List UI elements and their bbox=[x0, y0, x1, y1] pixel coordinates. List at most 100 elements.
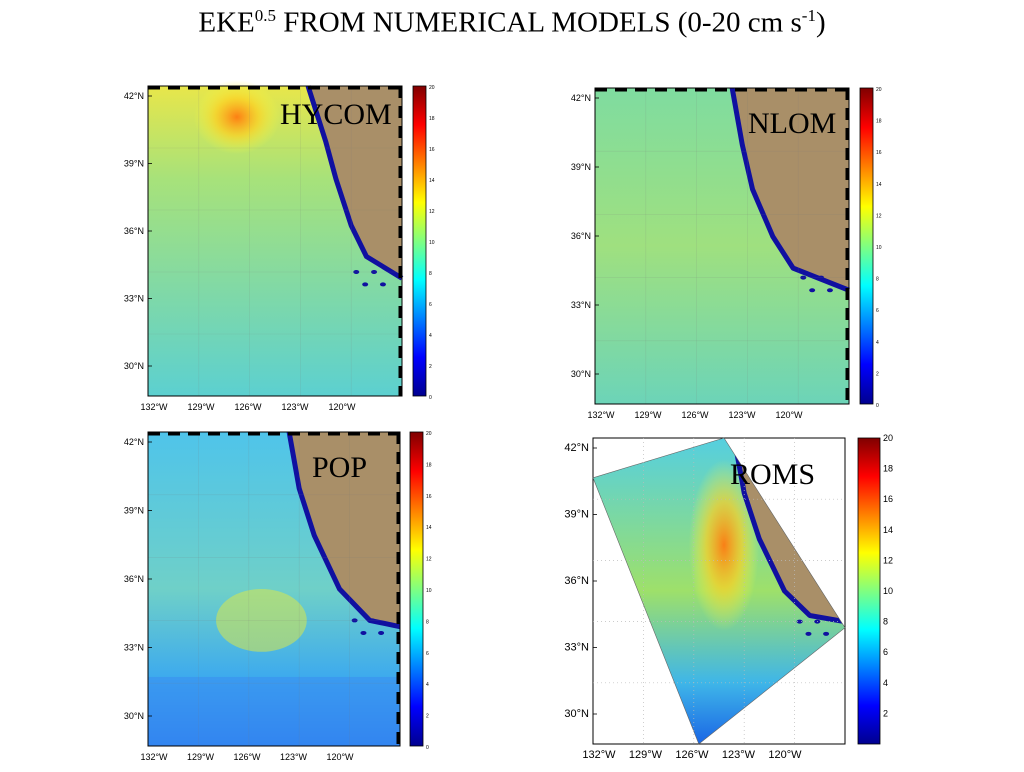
colorbar-tick-label: 2 bbox=[426, 714, 429, 720]
hycom-map-svg: 42°N 39°N 36°N 33°N 30°N 132°W 129°W 126°W 123°W… bbox=[124, 79, 435, 412]
colorbar-tick-label: 16 bbox=[876, 150, 882, 156]
colorbar-tick-label: 20 bbox=[426, 431, 432, 437]
lat-tick-label: 42°N bbox=[564, 442, 589, 454]
lat-tick-label: 36°N bbox=[124, 574, 144, 584]
pop-label: POP bbox=[312, 451, 368, 484]
colorbar-tick-label: 4 bbox=[429, 333, 432, 339]
lon-tick-label: 129°W bbox=[634, 410, 662, 420]
roms-map-svg: 42°N 39°N 36°N 33°N 30°N 132°W 129°W 126°W 123°W… bbox=[564, 433, 893, 761]
lon-tick-label: 126°W bbox=[233, 752, 261, 762]
roms-map-panel: 42°N 39°N 36°N 33°N 30°N 132°W 129°W 126°W 123°W… bbox=[555, 432, 895, 772]
land-mass bbox=[732, 88, 849, 291]
lat-tick-label: 36°N bbox=[571, 231, 591, 241]
colorbar-tick-label: 18 bbox=[876, 119, 882, 125]
lon-tick-label: 123°W bbox=[722, 749, 756, 761]
colorbar-tick-label: 20 bbox=[883, 433, 893, 443]
colorbar-tick-label: 8 bbox=[426, 619, 429, 625]
colorbar-tick-label: 4 bbox=[876, 340, 879, 346]
colorbar-tick-label: 0 bbox=[426, 745, 429, 751]
lat-tick-label: 30°N bbox=[571, 369, 591, 379]
colorbar-tick-label: 6 bbox=[429, 302, 432, 308]
colorbar-tick-label: 6 bbox=[876, 308, 879, 314]
colorbar-tick-label: 8 bbox=[883, 617, 888, 627]
colorbar-tick-label: 14 bbox=[883, 525, 893, 535]
colorbar-tick-label: 16 bbox=[429, 147, 435, 153]
land-mass bbox=[289, 432, 400, 627]
land-mass bbox=[308, 86, 402, 279]
lon-tick-label: 129°W bbox=[187, 752, 215, 762]
lat-tick-label: 33°N bbox=[571, 300, 591, 310]
lat-tick-label: 33°N bbox=[124, 294, 144, 304]
lat-tick-label: 36°N bbox=[564, 575, 589, 587]
colorbar-tick-label: 2 bbox=[429, 364, 432, 370]
colorbar-tick-label: 12 bbox=[883, 555, 893, 565]
colorbar-tick-label: 12 bbox=[876, 213, 882, 219]
lon-tick-label: 123°W bbox=[281, 402, 309, 412]
colorbar-tick-label: 12 bbox=[429, 209, 435, 215]
lon-tick-label: 120°W bbox=[328, 402, 356, 412]
slide-title: EKE0.5 FROM NUMERICAL MODELS (0-20 cm s-… bbox=[198, 6, 826, 39]
colorbar-tick-label: 10 bbox=[426, 588, 432, 594]
colorbar-tick-label: 18 bbox=[429, 116, 435, 122]
colorbar-tick-label: 8 bbox=[429, 271, 432, 277]
lon-tick-label: 120°W bbox=[768, 749, 802, 761]
lon-tick-label: 123°W bbox=[280, 752, 308, 762]
roms-map-area bbox=[592, 437, 846, 745]
lat-tick-label: 30°N bbox=[564, 708, 589, 720]
colorbar-tick-label: 2 bbox=[876, 371, 879, 377]
nlom-label: NLOM bbox=[748, 107, 837, 140]
colorbar-tick-label: 0 bbox=[876, 403, 879, 409]
pop-map-panel: 42°N 39°N 36°N 33°N 30°N 132°W 129°W 126°W 123°W… bbox=[108, 428, 432, 770]
colorbar-tick-label: 0 bbox=[429, 395, 432, 401]
colorbar-tick-label: 14 bbox=[876, 182, 882, 188]
lon-tick-label: 129°W bbox=[629, 749, 663, 761]
colorbar-tick-label: 18 bbox=[883, 464, 893, 474]
colorbar-tick-label: 10 bbox=[876, 245, 882, 251]
lon-tick-label: 132°W bbox=[140, 402, 168, 412]
lon-tick-label: 132°W bbox=[587, 410, 615, 420]
colorbar-tick-label: 6 bbox=[426, 651, 429, 657]
colorbar-tick-label: 14 bbox=[429, 178, 435, 184]
nlom-map-area bbox=[594, 87, 850, 405]
lat-tick-label: 42°N bbox=[124, 91, 144, 101]
colorbar-tick-label: 10 bbox=[429, 240, 435, 246]
pop-map-svg: 42°N 39°N 36°N 33°N 30°N 132°W 129°W 126°W 123°W… bbox=[124, 431, 432, 762]
lon-tick-label: 132°W bbox=[140, 752, 168, 762]
lat-tick-label: 39°N bbox=[571, 162, 591, 172]
colorbar-tick-label: 16 bbox=[426, 494, 432, 500]
lat-tick-label: 36°N bbox=[124, 226, 144, 236]
colorbar-tick-label: 2 bbox=[883, 708, 888, 718]
lon-tick-label: 132°W bbox=[582, 749, 616, 761]
lat-tick-label: 33°N bbox=[124, 643, 144, 653]
colorbar-tick-label: 20 bbox=[876, 87, 882, 93]
colorbar-tick-label: 14 bbox=[426, 525, 432, 531]
pop-map-area bbox=[147, 431, 401, 747]
lat-tick-label: 42°N bbox=[124, 437, 144, 447]
colorbar-tick-label: 6 bbox=[883, 647, 888, 657]
roms-label: ROMS bbox=[730, 458, 816, 491]
lon-tick-label: 126°W bbox=[675, 749, 709, 761]
lat-tick-label: 39°N bbox=[124, 506, 144, 516]
nlom-map-panel: 42°N 39°N 36°N 33°N 30°N 132°W 129°W 126°W 123°W… bbox=[565, 84, 882, 426]
lat-tick-label: 30°N bbox=[124, 711, 144, 721]
hycom-map-area bbox=[147, 79, 404, 397]
colorbar-tick-label: 10 bbox=[883, 586, 893, 596]
colorbar-tick-label: 18 bbox=[426, 462, 432, 468]
lat-tick-label: 39°N bbox=[564, 509, 589, 521]
colorbar-tick-label: 4 bbox=[426, 682, 429, 688]
colorbar-tick-label: 16 bbox=[883, 494, 893, 504]
colorbar-tick-label: 12 bbox=[426, 557, 432, 563]
lon-tick-label: 126°W bbox=[234, 402, 262, 412]
colorbar-tick-label: 8 bbox=[876, 277, 879, 283]
roms-colorbar: 20 18 16 14 12 10 8 6 4 2 bbox=[857, 433, 893, 745]
nlom-map-svg: 42°N 39°N 36°N 33°N 30°N 132°W 129°W 126°W 123°W… bbox=[571, 87, 882, 420]
lat-tick-label: 30°N bbox=[124, 361, 144, 371]
lon-tick-label: 120°W bbox=[326, 752, 354, 762]
lon-tick-label: 123°W bbox=[728, 410, 756, 420]
lon-tick-label: 120°W bbox=[775, 410, 803, 420]
lat-tick-label: 39°N bbox=[124, 159, 144, 169]
lon-tick-label: 129°W bbox=[187, 402, 215, 412]
